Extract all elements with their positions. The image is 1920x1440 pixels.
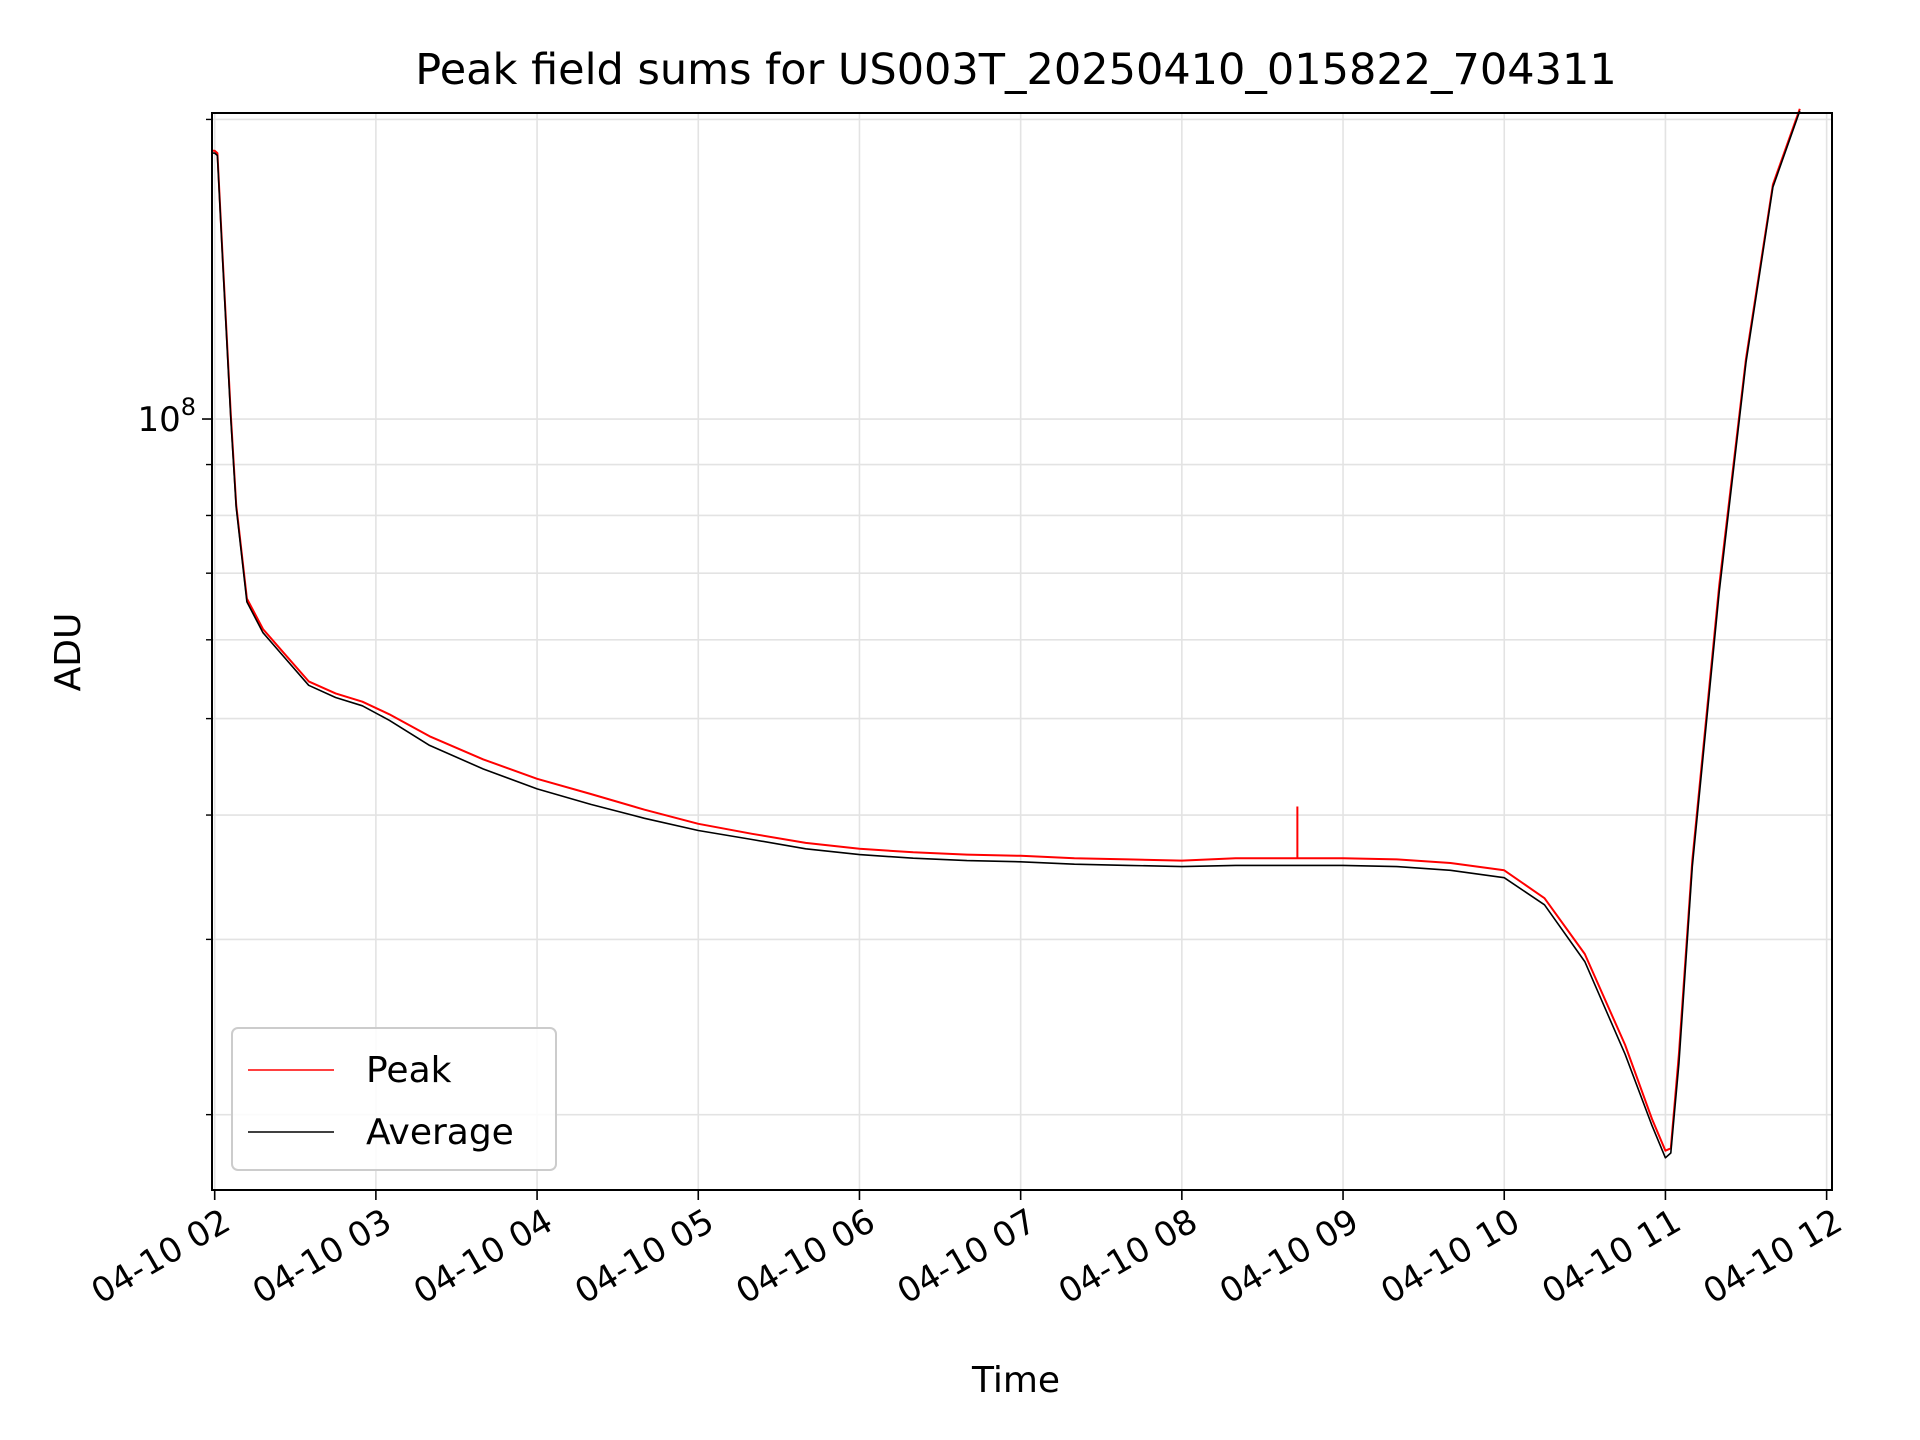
x-tick-label: 04-10 05 (568, 1201, 720, 1312)
y-tick-exponent: 8 (181, 393, 196, 421)
x-tick-label: 04-10 07 (891, 1201, 1043, 1312)
x-axis-label: Time (971, 1360, 1060, 1401)
x-tick-label: 04-10 09 (1213, 1201, 1365, 1312)
x-tick-label: 04-10 12 (1697, 1201, 1849, 1312)
legend-peak-label: Peak (366, 1050, 452, 1091)
y-tick-base: 10 (137, 400, 180, 440)
legend-average-label: Average (366, 1112, 514, 1153)
chart-title: Peak field sums for US003T_20250410_0158… (415, 45, 1616, 95)
series-line-peak (212, 108, 1801, 1152)
x-tick-label: 04-10 06 (730, 1201, 882, 1312)
y-axis-label: ADU (48, 613, 89, 692)
x-tick-label: 04-10 08 (1052, 1201, 1204, 1312)
y-tick-label: 108 (137, 393, 196, 440)
x-tick-label: 04-10 10 (1374, 1201, 1526, 1312)
x-tick-label: 04-10 04 (407, 1201, 559, 1312)
series-line-average (212, 110, 1801, 1159)
legend: Peak Average (231, 1027, 557, 1171)
x-tick-label: 04-10 03 (246, 1201, 398, 1312)
x-ticks: 04-10 02 04-10 03 04-10 04 04-10 05 04-10 06… (85, 1190, 1849, 1312)
x-tick-label: 04-10 02 (85, 1201, 237, 1312)
plot-frame (211, 112, 1833, 1191)
series-layer (212, 108, 1801, 1159)
legend-box (231, 1027, 557, 1171)
y-ticks: 108 (137, 118, 212, 1116)
x-tick-label: 04-10 11 (1536, 1201, 1688, 1312)
